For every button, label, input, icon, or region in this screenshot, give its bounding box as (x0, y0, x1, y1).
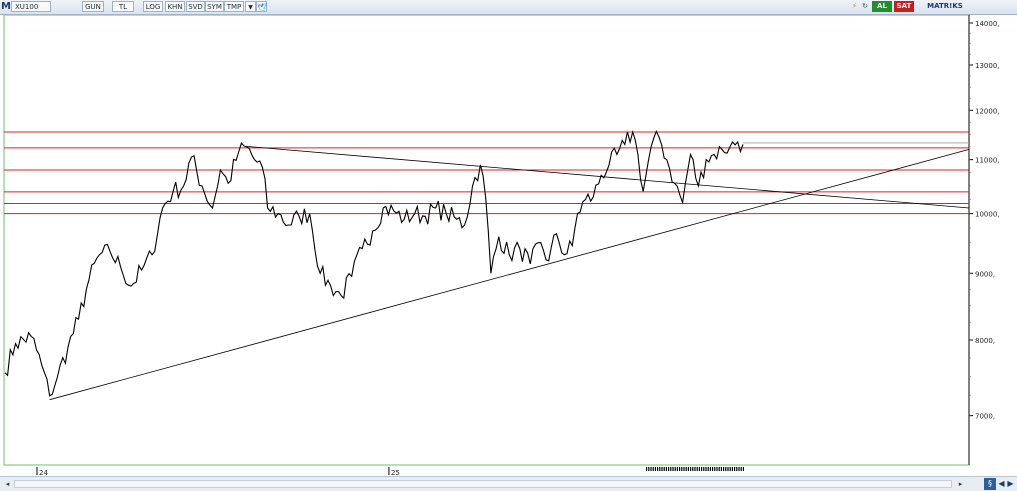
bottom-tick-mark (652, 467, 654, 471)
bottom-tick-mark (659, 467, 661, 471)
price-series-line (4, 130, 744, 397)
toolbar-button-khn[interactable]: KHN (165, 1, 185, 12)
bottom-tick-mark (709, 467, 711, 471)
bottom-tick-mark (734, 467, 736, 471)
bottom-tick-mark (681, 467, 683, 471)
scroll-right-icon[interactable]: ▸ (958, 480, 963, 488)
bottom-tick-mark (668, 467, 670, 471)
bottom-tick-mark (703, 467, 705, 471)
symbol-field[interactable]: XU100 (11, 1, 51, 12)
chart-toolbar: M XU100 GUN TL LOG KHN SVD SYM TMP ▼ 🕊 ⚡… (0, 0, 1017, 15)
toolbar-button-log[interactable]: LOG (143, 1, 163, 12)
y-tick-label: 10000, (975, 211, 1000, 219)
dropdown-arrow-icon[interactable]: ▼ (245, 1, 256, 12)
bottom-tick-mark (707, 467, 709, 471)
bottom-tick-mark (705, 467, 707, 471)
scroll-left-icon[interactable]: ◂ (5, 480, 10, 488)
chart-svg: 7000, 8000, 9000, 10000, 11000, 12000, 13000, 1… (3, 14, 1000, 477)
bottom-tick-mark (676, 467, 678, 471)
bottom-tick-mark (646, 467, 648, 471)
y-tick-label: 8000, (975, 337, 995, 345)
toolbar-button-tmp[interactable]: TMP (224, 1, 244, 12)
bottom-tick-mark (683, 467, 685, 471)
x-tick-label: 24 (39, 469, 48, 475)
bottom-tick-mark (698, 467, 700, 471)
bottom-tick-mark (670, 467, 672, 471)
horizontal-scrollbar[interactable]: ◂ ▸ § ◀ ▶ (0, 476, 1017, 491)
bottom-tick-mark (648, 467, 650, 471)
bottom-tick-mark (729, 467, 731, 471)
reset-zoom-icon[interactable]: § (984, 478, 996, 490)
plot-area (3, 14, 970, 466)
bottom-tick-mark (718, 467, 720, 471)
bottom-tick-mark (674, 467, 676, 471)
bottom-tick-mark (692, 467, 694, 471)
bottom-tick-mark (740, 467, 742, 471)
bottom-tick-mark (650, 467, 652, 471)
bottom-tick-mark (714, 467, 716, 471)
bottom-tick-mark (663, 467, 665, 471)
bottom-tick-mark (687, 467, 689, 471)
bottom-tick-mark (738, 467, 740, 471)
bottom-tick-mark (685, 467, 687, 471)
buy-button[interactable]: AL (872, 1, 892, 12)
app-logo: M (1, 1, 11, 12)
x-tick-label: 25 (391, 469, 400, 475)
toolbar-button-svd[interactable]: SVD (186, 1, 205, 12)
bottom-tick-mark (736, 467, 738, 471)
y-tick-label: 12000, (975, 107, 1000, 115)
bottom-tick-mark (654, 467, 656, 471)
toolbar-button-sym[interactable]: SYM (205, 1, 224, 12)
y-tick-label: 9000, (975, 270, 995, 278)
toolbar-button-currency[interactable]: TL (112, 1, 134, 12)
y-tick-label: 7000, (975, 413, 995, 421)
toolbar-button-period[interactable]: GUN (82, 1, 104, 12)
bottom-tick-mark (694, 467, 696, 471)
y-tick-label: 13000, (975, 62, 1000, 70)
y-tick-label: 14000, (975, 20, 1000, 28)
bottom-tick-mark (690, 467, 692, 471)
lightning-icon[interactable]: ⚡ (852, 2, 857, 10)
bottom-tick-mark (723, 467, 725, 471)
matrix-button[interactable]: MATR!KS (927, 2, 963, 10)
price-chart: 7000, 8000, 9000, 10000, 11000, 12000, 13000, 1… (0, 14, 1017, 477)
bottom-tick-mark (725, 467, 727, 471)
bottom-tick-mark (712, 467, 714, 471)
scroll-track[interactable] (14, 480, 952, 488)
bottom-tick-mark (657, 467, 659, 471)
y-tick-label: 11000, (975, 157, 1000, 165)
bottom-tick-mark (679, 467, 681, 471)
refresh-icon[interactable]: ↻ (862, 2, 868, 10)
bottom-tick-mark (665, 467, 667, 471)
trendline (246, 145, 970, 209)
bottom-tick-mark (720, 467, 722, 471)
sell-button[interactable]: SAT (894, 1, 914, 12)
bottom-tick-mark (701, 467, 703, 471)
bottom-tick-mark (661, 467, 663, 471)
bottom-tick-mark (672, 467, 674, 471)
bird-icon[interactable]: 🕊 (256, 1, 268, 12)
bottom-tick-mark (716, 467, 718, 471)
nav-left-icon[interactable]: ◀ (998, 479, 1005, 488)
bottom-tick-mark (696, 467, 698, 471)
trendline (49, 149, 970, 401)
bottom-tick-mark (727, 467, 729, 471)
bottom-tick-mark (742, 467, 744, 471)
nav-right-icon[interactable]: ▶ (1007, 479, 1014, 488)
bottom-tick-mark (731, 467, 733, 471)
